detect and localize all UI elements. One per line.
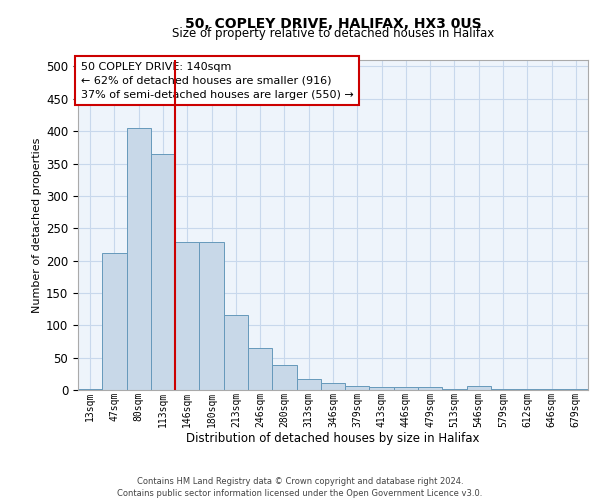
Bar bbox=[102, 254, 127, 390]
Bar bbox=[467, 386, 491, 390]
Y-axis label: Number of detached properties: Number of detached properties bbox=[32, 138, 42, 312]
Bar bbox=[175, 242, 199, 390]
Bar bbox=[394, 387, 418, 390]
X-axis label: Distribution of detached houses by size in Halifax: Distribution of detached houses by size … bbox=[186, 432, 480, 445]
Bar bbox=[370, 387, 394, 390]
Bar bbox=[127, 128, 151, 390]
Bar bbox=[78, 388, 102, 390]
Bar bbox=[345, 386, 370, 390]
Bar bbox=[224, 315, 248, 390]
Bar bbox=[272, 366, 296, 390]
Bar bbox=[321, 383, 345, 390]
Bar bbox=[151, 154, 175, 390]
Text: Size of property relative to detached houses in Halifax: Size of property relative to detached ho… bbox=[172, 28, 494, 40]
Bar bbox=[296, 379, 321, 390]
Text: 50, COPLEY DRIVE, HALIFAX, HX3 0US: 50, COPLEY DRIVE, HALIFAX, HX3 0US bbox=[185, 18, 481, 32]
Bar bbox=[199, 242, 224, 390]
Bar bbox=[418, 387, 442, 390]
Bar bbox=[248, 348, 272, 390]
Text: Contains HM Land Registry data © Crown copyright and database right 2024.
Contai: Contains HM Land Registry data © Crown c… bbox=[118, 476, 482, 498]
Text: 50 COPLEY DRIVE: 140sqm
← 62% of detached houses are smaller (916)
37% of semi-d: 50 COPLEY DRIVE: 140sqm ← 62% of detache… bbox=[80, 62, 353, 100]
